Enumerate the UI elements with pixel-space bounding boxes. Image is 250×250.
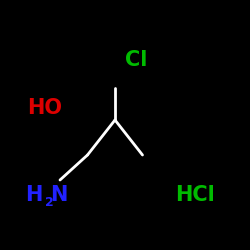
Text: N: N: [50, 185, 68, 205]
Text: HCl: HCl: [175, 185, 215, 205]
Text: Cl: Cl: [125, 50, 148, 70]
Text: H: H: [25, 185, 42, 205]
Text: 2: 2: [45, 196, 54, 209]
Text: HO: HO: [28, 98, 62, 117]
